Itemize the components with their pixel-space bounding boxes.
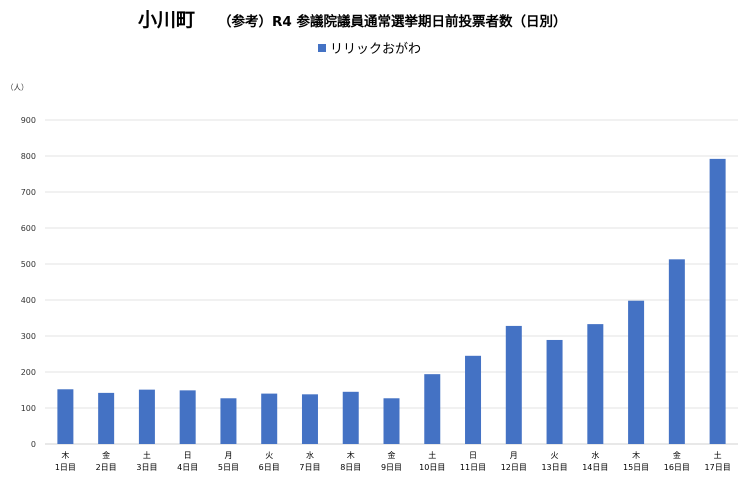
x-tick-day: 14日目 (582, 463, 608, 472)
bar-2 (98, 392, 115, 444)
bar-7 (301, 394, 318, 444)
x-tick-day: 16日目 (664, 463, 690, 472)
y-axis-unit-label: （人） (6, 83, 29, 92)
x-tick-day: 6日目 (259, 463, 280, 472)
y-tick-label: 500 (21, 260, 36, 269)
bar-9 (383, 398, 400, 444)
x-tick-weekday: 金 (673, 450, 681, 460)
bar-12 (505, 325, 522, 444)
legend-swatch (318, 44, 326, 52)
x-tick-weekday: 月 (510, 451, 518, 460)
chart-title: 小川町 (138, 9, 195, 31)
bar-3 (138, 389, 155, 444)
x-tick-weekday: 火 (265, 451, 273, 460)
bar-10 (424, 374, 441, 444)
x-tick-day: 12日目 (501, 463, 527, 472)
x-tick-weekday: 木 (632, 450, 640, 460)
x-tick-day: 15日目 (623, 463, 649, 472)
y-tick-label: 400 (21, 296, 36, 305)
bar-16 (668, 259, 685, 444)
x-tick-weekday: 火 (551, 451, 559, 460)
y-axis-ticks: 0 100 200 300 400 500 600 700 800 900 (21, 116, 36, 449)
bar-6 (261, 393, 278, 444)
x-tick-weekday: 土 (714, 450, 722, 460)
bar-4 (179, 390, 196, 444)
y-tick-label: 800 (21, 152, 36, 161)
x-tick-day: 9日目 (381, 463, 402, 472)
x-tick-day: 5日目 (218, 463, 239, 472)
x-tick-day: 8日目 (340, 463, 361, 472)
y-tick-label: 100 (21, 404, 36, 413)
bar-13 (546, 339, 563, 444)
y-tick-label: 0 (31, 440, 36, 449)
x-tick-day: 1日目 (55, 463, 76, 472)
bar-5 (220, 398, 237, 444)
y-tick-label: 200 (21, 368, 36, 377)
x-tick-weekday: 日 (469, 451, 477, 460)
x-tick-weekday: 木 (61, 450, 69, 460)
y-tick-label: 300 (21, 332, 36, 341)
bar-15 (628, 300, 645, 444)
y-tick-label: 900 (21, 116, 36, 125)
x-tick-weekday: 土 (143, 450, 151, 460)
bar-17 (709, 158, 726, 444)
x-tick-weekday: 月 (224, 451, 232, 460)
legend-label: リリックおがわ (330, 42, 421, 57)
x-tick-weekday: 金 (388, 450, 396, 460)
gridlines (45, 119, 738, 445)
bar-11 (465, 355, 482, 444)
x-axis-ticks: 木 1日目 金 2日目 土 3日目 日 4日目 月 5日目 火 6日目 水 7日目 木 8日目 金 9日目 土 10日… (55, 450, 731, 472)
chart-subtitle: （参考）R4 参議院議員通常選挙期日前投票者数（日別） (218, 13, 567, 30)
bar-8 (342, 391, 359, 444)
x-tick-weekday: 日 (184, 451, 192, 460)
bars (57, 158, 726, 444)
x-tick-day: 4日目 (177, 463, 198, 472)
x-tick-day: 17日目 (705, 463, 731, 472)
x-tick-weekday: 木 (347, 450, 355, 460)
y-tick-label: 600 (21, 224, 36, 233)
bar-1 (57, 389, 74, 444)
x-tick-weekday: 水 (591, 450, 599, 460)
x-tick-day: 2日目 (96, 463, 117, 472)
x-tick-day: 7日目 (299, 463, 320, 472)
x-tick-day: 10日目 (419, 463, 445, 472)
x-tick-day: 11日目 (460, 463, 486, 472)
x-tick-day: 13日目 (541, 463, 567, 472)
bar-14 (587, 324, 604, 444)
x-tick-weekday: 金 (102, 450, 110, 460)
y-tick-label: 700 (21, 188, 36, 197)
x-tick-weekday: 土 (428, 450, 436, 460)
x-tick-weekday: 水 (306, 450, 314, 460)
x-tick-day: 3日目 (136, 463, 157, 472)
